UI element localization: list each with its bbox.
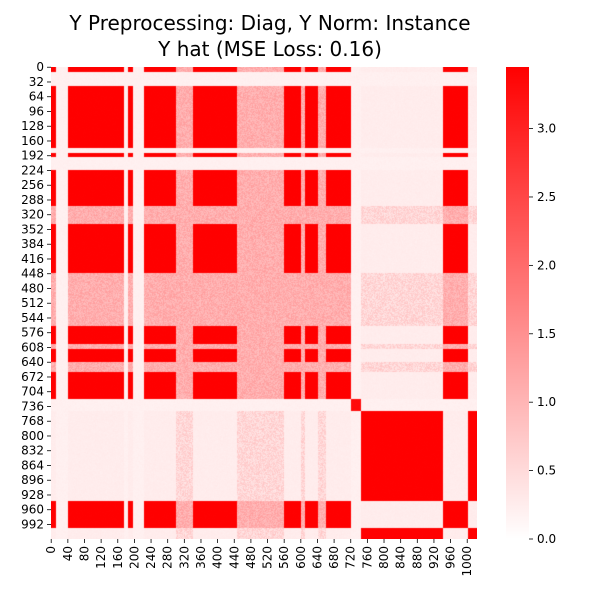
x-axis: 0 40 80 120 160 200 240 280 320 360 400 440 480 520 56… <box>44 539 474 577</box>
x-tick-label: 520 <box>261 546 275 569</box>
x-tick-label: 360 <box>194 546 208 569</box>
y-tick-label: 448 <box>21 267 44 281</box>
heatmap-cells <box>51 67 477 539</box>
y-axis: 0326496128160192224256288320352384416448… <box>21 60 51 531</box>
y-tick-label: 832 <box>21 444 44 458</box>
x-tick-label: 680 <box>327 546 341 569</box>
y-tick-label: 512 <box>21 296 44 310</box>
x-tick-label: 720 <box>344 546 358 569</box>
x-tick-label: 0 <box>44 546 58 554</box>
y-tick-label: 320 <box>21 208 44 222</box>
x-tick-label: 920 <box>427 546 441 569</box>
y-tick-label: 864 <box>21 458 44 472</box>
colorbar-tick-label: 0.0 <box>537 532 556 546</box>
colorbar-tick-label: 0.5 <box>537 464 556 478</box>
y-tick-label: 960 <box>21 503 44 517</box>
x-tick-label: 160 <box>111 546 125 569</box>
x-tick-label: 840 <box>394 546 408 569</box>
x-tick-label: 280 <box>161 546 175 569</box>
y-tick-label: 736 <box>21 399 44 413</box>
y-tick-label: 160 <box>21 134 44 148</box>
x-tick-label: 760 <box>360 546 374 569</box>
y-tick-label: 128 <box>21 119 44 133</box>
x-tick-label: 440 <box>227 546 241 569</box>
y-tick-label: 416 <box>21 252 44 266</box>
y-tick-label: 928 <box>21 488 44 502</box>
x-tick-label: 400 <box>211 546 225 569</box>
y-tick-label: 0 <box>36 60 44 74</box>
x-tick-label: 320 <box>177 546 191 569</box>
y-tick-label: 576 <box>21 326 44 340</box>
y-tick-label: 352 <box>21 222 44 236</box>
y-tick-label: 384 <box>21 237 44 251</box>
heatmap-area <box>51 67 477 539</box>
y-tick-label: 640 <box>21 355 44 369</box>
colorbar-tick-label: 3.0 <box>537 122 556 136</box>
y-tick-label: 800 <box>21 429 44 443</box>
y-tick-label: 96 <box>29 104 44 118</box>
colorbar-tick-label: 1.5 <box>537 327 556 341</box>
x-tick-label: 640 <box>310 546 324 569</box>
x-tick-label: 1000 <box>460 546 474 577</box>
y-tick-label: 992 <box>21 517 44 531</box>
chart-title-line-1: Y Preprocessing: Diag, Y Norm: Instance <box>69 11 471 35</box>
x-tick-label: 40 <box>61 546 75 561</box>
x-tick-label: 960 <box>444 546 458 569</box>
x-tick-label: 240 <box>144 546 158 569</box>
x-tick-label: 560 <box>277 546 291 569</box>
y-tick-label: 896 <box>21 473 44 487</box>
y-tick-label: 32 <box>29 75 44 89</box>
x-tick-label: 480 <box>244 546 258 569</box>
x-tick-label: 600 <box>294 546 308 569</box>
colorbar-tick-label: 1.0 <box>537 395 556 409</box>
colorbar-tick-label: 2.0 <box>537 258 556 272</box>
colorbar-gradient <box>506 67 529 539</box>
y-tick-label: 480 <box>21 281 44 295</box>
y-tick-label: 256 <box>21 178 44 192</box>
y-tick-label: 64 <box>29 90 44 104</box>
y-tick-label: 704 <box>21 385 44 399</box>
y-tick-label: 768 <box>21 414 44 428</box>
y-tick-label: 224 <box>21 163 44 177</box>
x-tick-label: 120 <box>94 546 108 569</box>
x-tick-label: 880 <box>410 546 424 569</box>
y-tick-label: 192 <box>21 149 44 163</box>
colorbar: 0.0 0.5 1.0 1.5 2.0 2.5 3.0 <box>506 67 556 546</box>
y-tick-label: 544 <box>21 311 44 325</box>
colorbar-tick-label: 2.5 <box>537 190 556 204</box>
heatmap-canvas-holder <box>51 67 477 539</box>
y-tick-label: 672 <box>21 370 44 384</box>
x-tick-label: 200 <box>127 546 141 569</box>
y-tick-label: 288 <box>21 193 44 207</box>
y-tick-label: 608 <box>21 340 44 354</box>
chart-title-line-2: Y hat (MSE Loss: 0.16) <box>158 37 382 61</box>
x-tick-label: 800 <box>377 546 391 569</box>
x-tick-label: 80 <box>77 546 91 561</box>
